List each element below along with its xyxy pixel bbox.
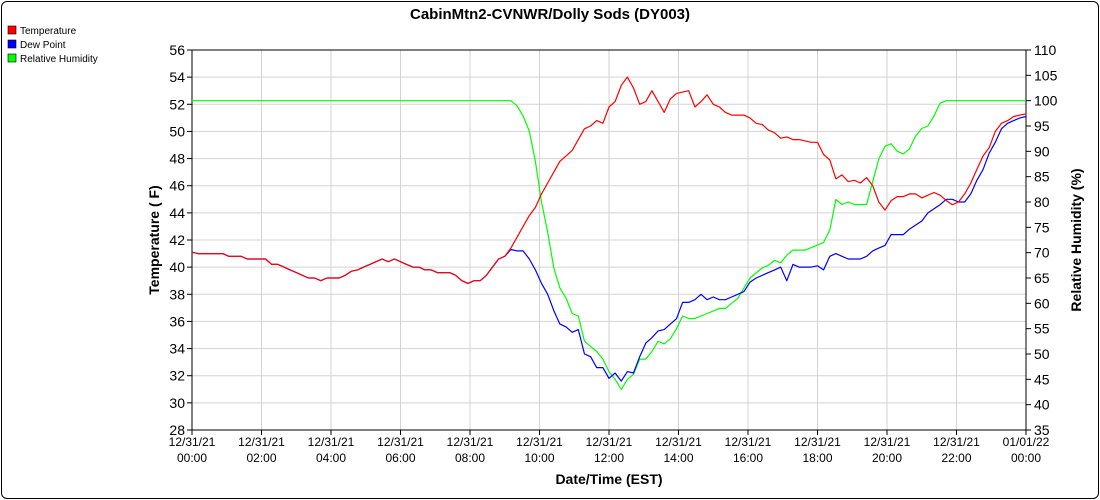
- x-tick-date: 12/31/21: [516, 435, 563, 449]
- x-tick-date: 12/31/21: [794, 435, 841, 449]
- legend-label: Temperature: [20, 26, 77, 37]
- x-tick-time: 10:00: [524, 451, 554, 465]
- left-tick-label: 54: [169, 69, 185, 85]
- x-tick-time: 00:00: [177, 451, 207, 465]
- left-tick-label: 32: [169, 368, 185, 384]
- x-tick-time: 18:00: [802, 451, 832, 465]
- left-tick-label: 56: [169, 42, 185, 58]
- series-line-relative-humidity: [192, 100, 1026, 391]
- right-tick-label: 60: [1034, 295, 1050, 311]
- x-tick-time: 16:00: [733, 451, 763, 465]
- left-tick-label: 36: [169, 313, 185, 329]
- x-tick-time: 06:00: [385, 451, 415, 465]
- right-axis: 35 40 45 50 55 60 65 70 75 80 85 90 95 100 105 110: [1026, 42, 1058, 438]
- left-tick-label: 28: [169, 422, 185, 438]
- x-tick-time: 00:00: [1011, 451, 1041, 465]
- left-tick-label: 46: [169, 178, 185, 194]
- x-tick-date: 12/31/21: [238, 435, 285, 449]
- legend-label: Relative Humidity: [20, 54, 98, 65]
- x-tick-time: 12:00: [594, 451, 624, 465]
- right-tick-label: 100: [1034, 93, 1058, 109]
- right-tick-label: 65: [1034, 270, 1050, 286]
- left-tick-label: 38: [169, 286, 185, 302]
- legend-swatch: [7, 39, 17, 49]
- legend-swatch: [7, 25, 17, 35]
- right-tick-label: 70: [1034, 245, 1050, 261]
- x-tick-date: 12/31/21: [933, 435, 980, 449]
- right-tick-label: 35: [1034, 422, 1050, 438]
- x-tick-time: 02:00: [246, 451, 276, 465]
- right-tick-label: 95: [1034, 118, 1050, 134]
- x-tick-date: 12/31/21: [725, 435, 772, 449]
- left-tick-label: 52: [169, 96, 185, 112]
- x-tick-time: 14:00: [663, 451, 693, 465]
- right-tick-label: 45: [1034, 371, 1050, 387]
- x-tick-date: 12/31/21: [377, 435, 424, 449]
- x-tick-time: 22:00: [941, 451, 971, 465]
- x-tick-date: 12/31/21: [864, 435, 911, 449]
- x-tick-time: 20:00: [872, 451, 902, 465]
- right-tick-label: 105: [1034, 67, 1058, 83]
- x-tick-date: 12/31/21: [586, 435, 633, 449]
- legend-swatch: [7, 53, 17, 63]
- legend-label: Dew Point: [20, 40, 66, 51]
- x-tick-date: 01/01/22: [1003, 435, 1050, 449]
- series-line-temperature: [191, 76, 1027, 284]
- legend: Temperature Dew Point Relative Humidity: [7, 25, 98, 65]
- left-tick-label: 48: [169, 151, 185, 167]
- x-tick-date: 12/31/21: [447, 435, 494, 449]
- x-tick-date: 12/31/21: [308, 435, 355, 449]
- right-tick-label: 110: [1034, 42, 1057, 58]
- x-axis-label: Date/Time (EST): [555, 471, 662, 487]
- x-axis: 12/31/21 00:00 12/31/21 02:00 12/31/21 04:00 1…: [169, 430, 1050, 465]
- left-axis: 28 30 32 34 36 38 40 42 44 46 48 50 52 54 56: [169, 42, 192, 438]
- series-layer: [191, 76, 1027, 391]
- left-tick-label: 44: [169, 205, 185, 221]
- left-tick-label: 30: [169, 395, 185, 411]
- right-tick-label: 90: [1034, 143, 1050, 159]
- left-tick-label: 34: [169, 341, 185, 357]
- left-tick-label: 42: [169, 232, 185, 248]
- x-tick-date: 12/31/21: [169, 435, 216, 449]
- right-tick-label: 75: [1034, 219, 1050, 235]
- y-axis-right-label: Relative Humidity (%): [1068, 168, 1084, 311]
- x-tick-time: 08:00: [455, 451, 485, 465]
- y-axis-left-label: Temperature ( F): [146, 185, 162, 294]
- right-tick-label: 50: [1034, 346, 1050, 362]
- right-tick-label: 80: [1034, 194, 1050, 210]
- left-tick-label: 50: [169, 123, 185, 139]
- left-tick-label: 40: [169, 259, 185, 275]
- x-tick-time: 04:00: [316, 451, 346, 465]
- right-tick-label: 55: [1034, 321, 1050, 337]
- right-tick-label: 85: [1034, 169, 1050, 185]
- right-tick-label: 40: [1034, 397, 1050, 413]
- chart-title: CabinMtn2-CVNWR/Dolly Sods (DY003): [410, 6, 690, 23]
- x-tick-date: 12/31/21: [655, 435, 702, 449]
